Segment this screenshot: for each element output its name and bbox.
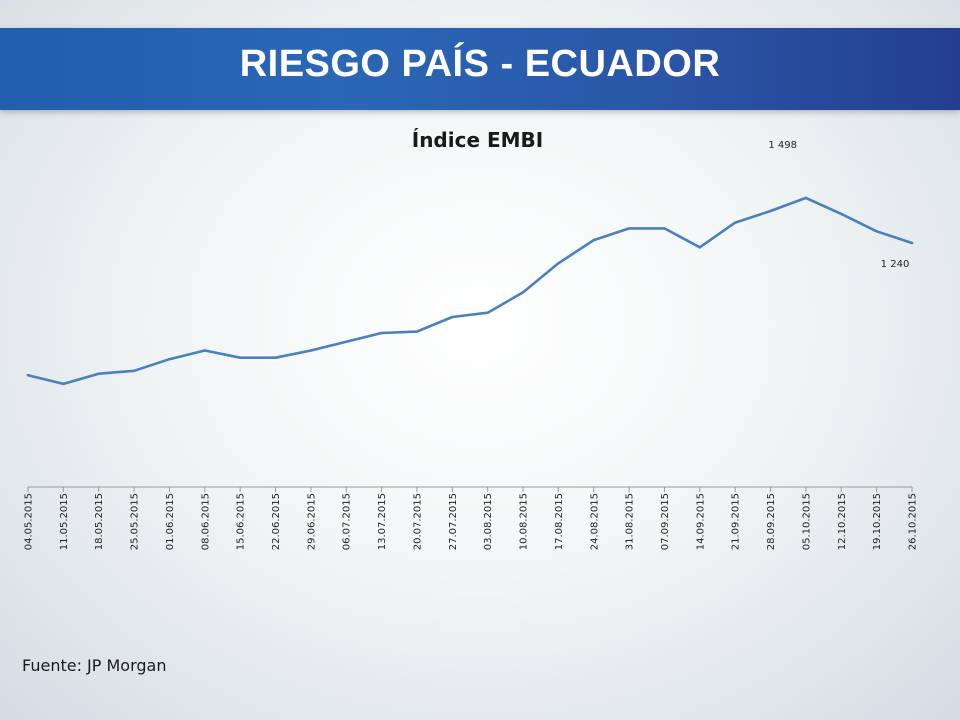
x-tick-label: 05.10.2015 — [801, 493, 812, 550]
x-tick-label: 24.08.2015 — [589, 493, 600, 550]
data-point — [521, 291, 525, 294]
data-point — [132, 369, 136, 372]
source-note: Fuente: JP Morgan — [22, 656, 167, 675]
data-point — [97, 372, 100, 375]
x-tick-label: 20.07.2015 — [412, 493, 423, 550]
x-tick-label: 14.09.2015 — [695, 493, 706, 550]
x-tick-label: 01.06.2015 — [165, 493, 176, 550]
chart-title: Índice EMBI — [411, 128, 544, 152]
x-tick-label: 27.07.2015 — [448, 493, 459, 550]
data-point — [804, 196, 808, 200]
x-tick-label: 15.06.2015 — [236, 493, 247, 550]
data-point — [238, 356, 242, 359]
data-point — [451, 315, 454, 319]
data-point — [698, 246, 702, 249]
x-tick-label: 21.09.2015 — [731, 493, 742, 550]
data-point — [875, 230, 878, 233]
x-tick-label: 19.10.2015 — [872, 493, 883, 550]
x-tick-label: 22.06.2015 — [271, 493, 282, 550]
x-tick-label: 07.09.2015 — [660, 493, 671, 550]
data-point — [734, 221, 737, 224]
data-point — [910, 241, 914, 245]
data-label: 1 498 — [768, 140, 797, 151]
title-banner: RIESGO PAÍS - ECUADOR — [0, 28, 960, 110]
x-tick-label: 06.07.2015 — [342, 493, 353, 550]
x-tick-label: 12.10.2015 — [837, 493, 848, 550]
data-point — [840, 212, 843, 216]
data-label: 1 240 — [881, 259, 910, 270]
x-tick-label: 29.06.2015 — [306, 493, 317, 550]
data-point — [486, 311, 489, 314]
data-point — [415, 330, 419, 333]
x-tick-label: 04.05.2015 — [24, 493, 35, 550]
data-point — [168, 357, 171, 361]
x-tick-label: 13.07.2015 — [377, 493, 388, 550]
x-tick-label: 26.10.2015 — [908, 493, 919, 550]
x-tick-label: 31.08.2015 — [625, 493, 636, 550]
x-tick-label: 17.08.2015 — [554, 493, 565, 550]
x-tick-label: 28.09.2015 — [766, 493, 777, 550]
data-point — [309, 349, 313, 352]
data-point — [62, 382, 65, 386]
data-point — [663, 227, 666, 230]
x-tick-label: 11.05.2015 — [59, 493, 70, 550]
x-tick-label: 18.05.2015 — [94, 493, 105, 550]
x-tick-label: 10.08.2015 — [519, 493, 530, 550]
data-point — [769, 209, 772, 213]
data-point — [380, 331, 383, 335]
series-line — [26, 196, 914, 386]
data-point — [26, 373, 30, 377]
data-point — [592, 238, 595, 242]
x-tick-label: 08.06.2015 — [200, 493, 211, 550]
x-tick-label: 25.05.2015 — [130, 493, 141, 550]
data-point — [557, 262, 560, 265]
data-point — [203, 349, 206, 352]
x-tick-label: 03.08.2015 — [483, 493, 494, 550]
data-point — [345, 340, 348, 343]
data-point — [627, 227, 631, 230]
data-point — [274, 356, 277, 359]
page-title: RIESGO PAÍS - ECUADOR — [239, 43, 721, 85]
